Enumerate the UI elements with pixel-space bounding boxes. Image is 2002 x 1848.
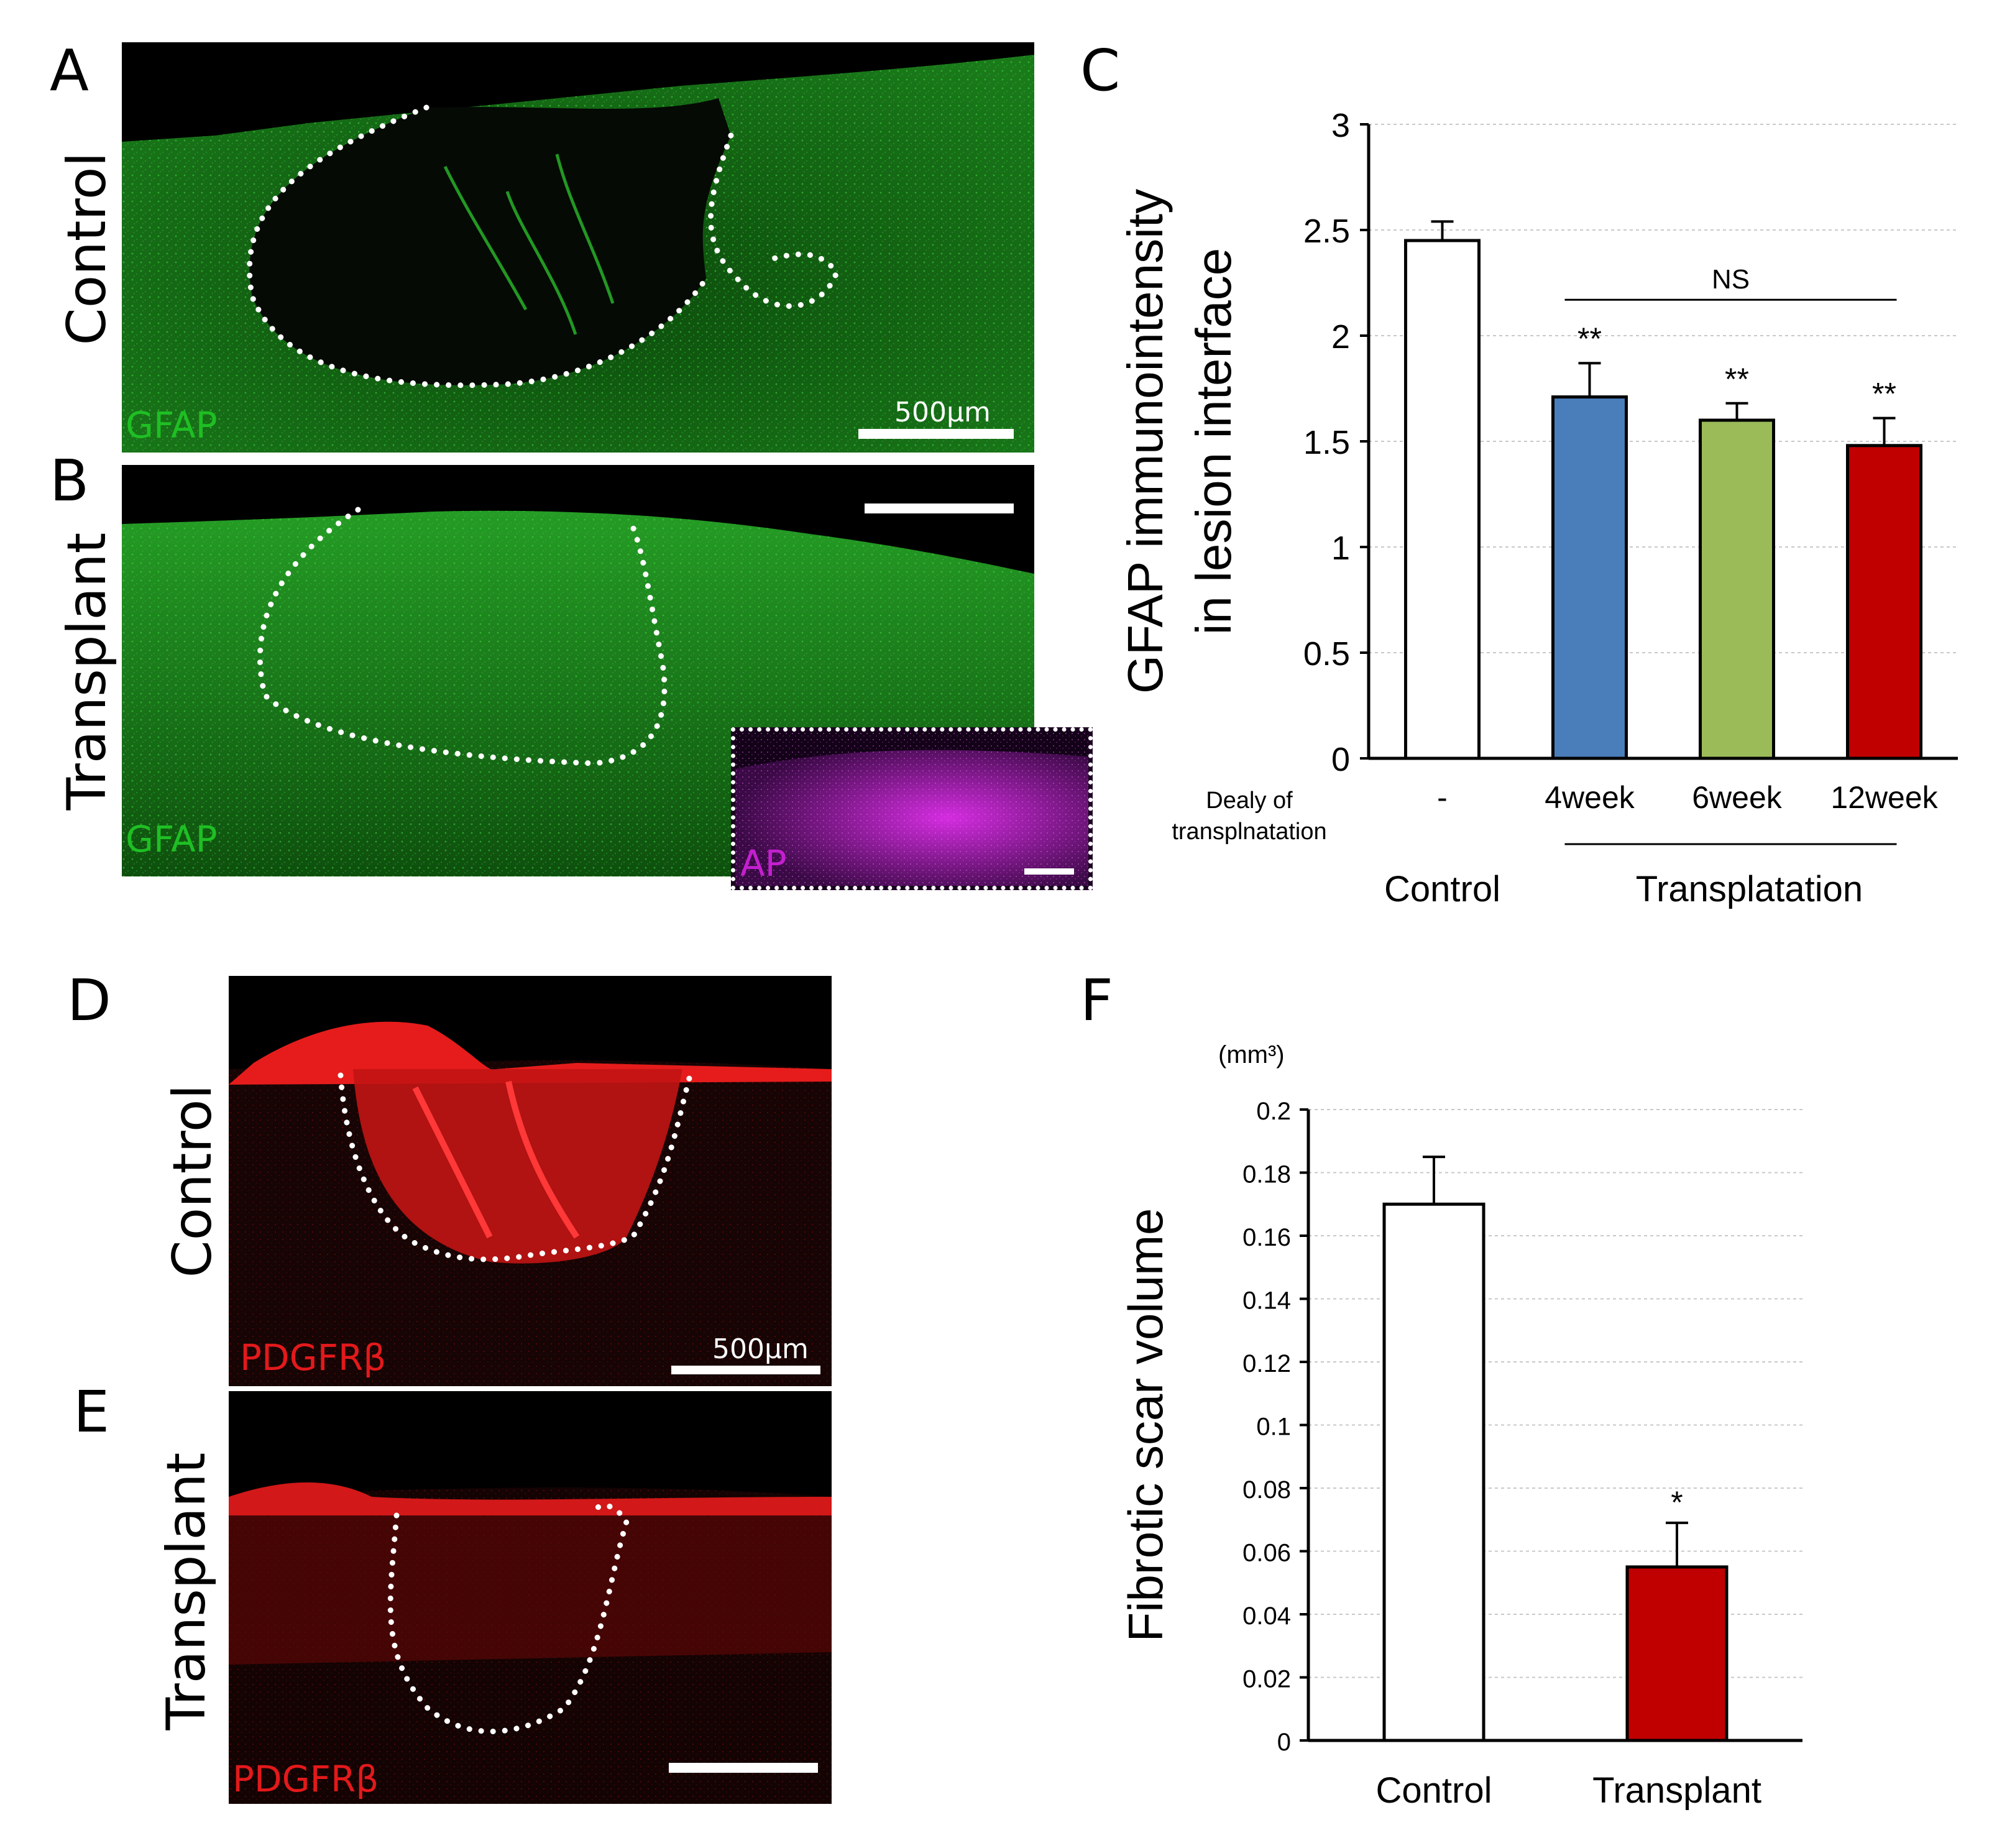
condition-label-e: Transplant <box>155 1452 218 1731</box>
y-axis-title: Fibrotic scar volume <box>1118 1208 1173 1642</box>
y-tick-label: 0.12 <box>1242 1350 1291 1377</box>
y-tick-label: 1.5 <box>1303 424 1350 461</box>
group-label-control: Control <box>1384 869 1500 909</box>
panel-letter-e: E <box>73 1379 110 1445</box>
chart-c-gfap-intensity: 0 0.5 1 1.5 2 2.5 3 - ** 4week ** 6week ** 12week NS De… <box>1118 107 1958 909</box>
panel-letter-d: D <box>67 967 111 1034</box>
y-tick-label: 0.02 <box>1242 1666 1291 1693</box>
chart-f-fibrotic-scar: 0 0.02 0.04 0.06 0.08 0.1 0.12 0.14 0.16 0.18 0.2 C… <box>1118 1041 1802 1811</box>
y-tick-label: 0.5 <box>1303 635 1350 673</box>
panel-letter-c: C <box>1080 37 1121 104</box>
y-tick-label: 1 <box>1331 530 1350 567</box>
panel-letter-a: A <box>50 37 89 104</box>
condition-label-a: Control <box>56 152 118 346</box>
y-axis-title-line1: GFAP immunointensity <box>1118 189 1173 694</box>
micrograph-a: GFAP 500µm <box>122 42 1034 453</box>
x-tick-label: Control <box>1376 1770 1492 1811</box>
micrograph-d: PDGFRβ 500µm <box>229 976 832 1386</box>
inset-ap: AP <box>731 727 1093 890</box>
condition-label-d: Control <box>162 1084 224 1278</box>
condition-label-b: Transplant <box>56 532 118 811</box>
group-label-transplant: Transplatation <box>1636 869 1863 909</box>
y-tick-label: 0.14 <box>1242 1287 1291 1315</box>
y-axis-title-line2: in lesion interface <box>1186 248 1241 635</box>
y-tick-label: 0.1 <box>1256 1414 1291 1441</box>
x-tick-label: 4week <box>1545 780 1635 815</box>
ns-label: NS <box>1712 264 1750 295</box>
x-tick-label: - <box>1437 780 1448 815</box>
significance-mark: ** <box>1872 377 1896 411</box>
y-tick-label: 0.18 <box>1242 1161 1291 1188</box>
bar-4week <box>1551 395 1628 760</box>
bar-- <box>1404 239 1481 760</box>
y-tick-label: 0.16 <box>1242 1224 1291 1251</box>
x-tick-label: Transplant <box>1592 1770 1761 1811</box>
y-tick-label: 0 <box>1331 741 1350 778</box>
y-tick-label: 0.08 <box>1242 1476 1291 1504</box>
y-tick-label: 2 <box>1331 318 1350 356</box>
stain-label-e: PDGFRβ <box>232 1758 379 1800</box>
scale-label-a: 500µm <box>894 397 991 428</box>
x-tick-label: 6week <box>1692 780 1783 815</box>
x-tick-label: 12week <box>1830 780 1938 815</box>
y-tick-label: 2.5 <box>1303 213 1350 250</box>
significance-mark: * <box>1671 1485 1683 1520</box>
micrograph-e: PDGFRβ <box>229 1391 832 1804</box>
y-tick-label: 3 <box>1331 107 1350 144</box>
significance-mark: ** <box>1577 321 1602 356</box>
unit-label: (mm³) <box>1218 1041 1285 1069</box>
significance-mark: ** <box>1725 362 1749 397</box>
stain-label-d: PDGFRβ <box>240 1336 387 1379</box>
stain-label-b: GFAP <box>126 818 218 860</box>
y-tick-label: 0.06 <box>1242 1540 1291 1567</box>
bar-6week <box>1699 418 1775 760</box>
y-tick-label: 0.04 <box>1242 1602 1291 1630</box>
row-label-line1: Dealy of <box>1206 788 1293 814</box>
scale-label-d: 500µm <box>712 1333 809 1365</box>
inset-stain-label: AP <box>740 842 787 885</box>
panel-letter-f: F <box>1080 967 1113 1034</box>
y-tick-label: 0.2 <box>1256 1098 1291 1125</box>
bar-transplant <box>1625 1565 1729 1742</box>
y-tick-label: 0 <box>1277 1729 1291 1756</box>
row-label-line2: transplnatation <box>1172 819 1326 845</box>
panel-letter-b: B <box>50 448 90 514</box>
bar-control <box>1382 1202 1485 1742</box>
bar-12week <box>1846 444 1922 760</box>
stain-label-a: GFAP <box>126 404 218 446</box>
